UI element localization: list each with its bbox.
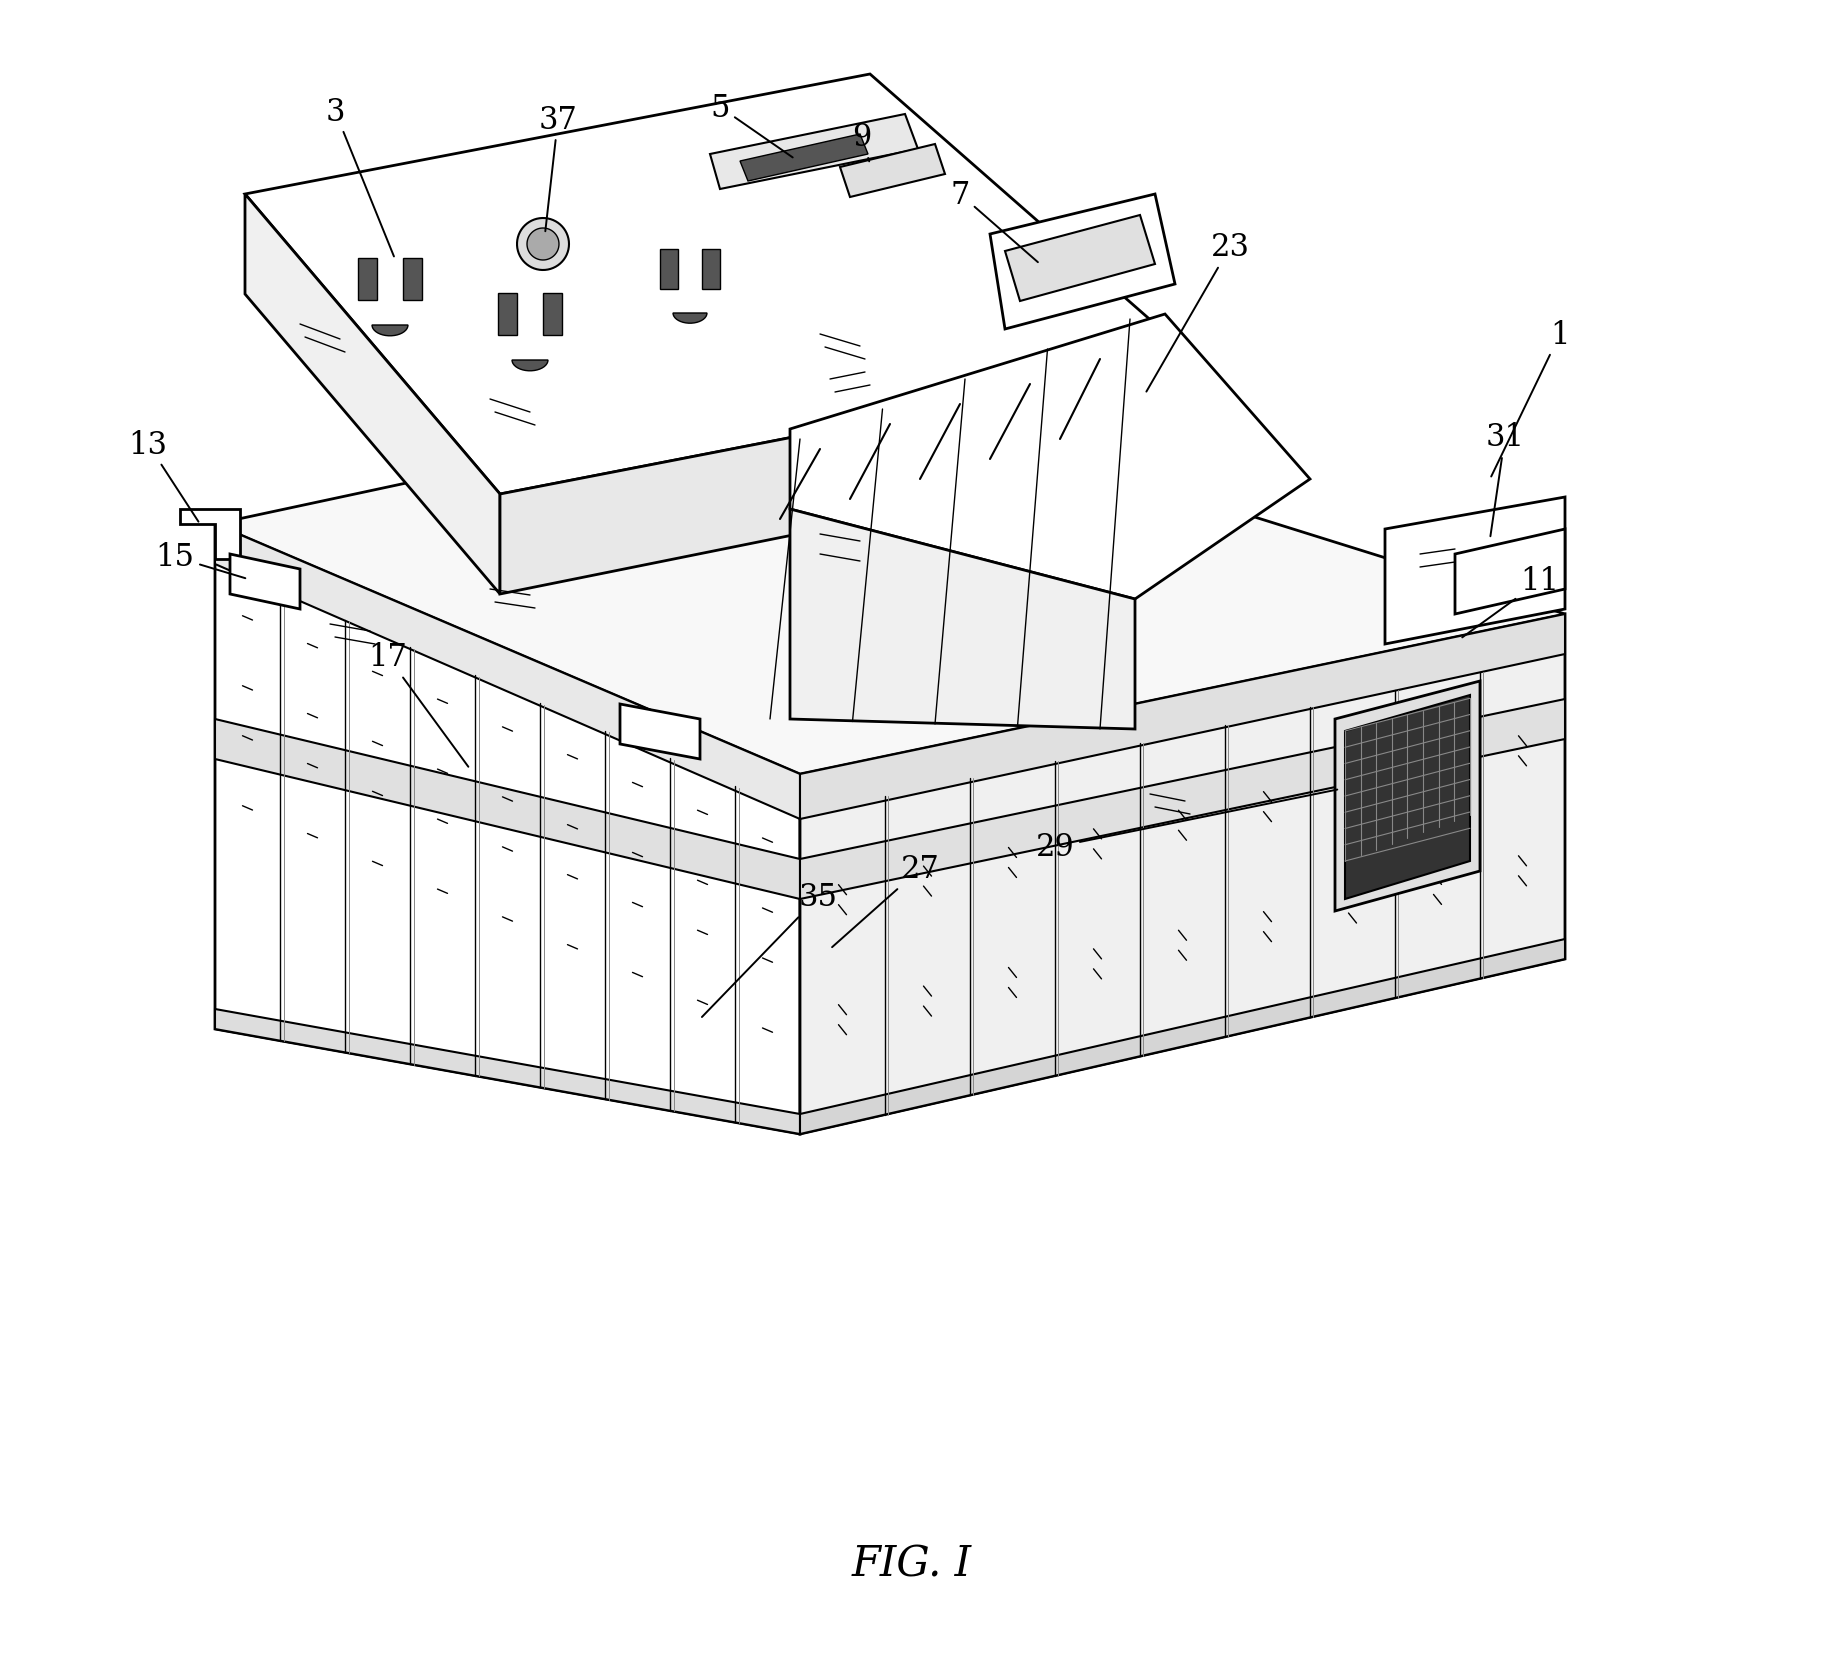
Polygon shape xyxy=(512,361,547,371)
Text: 7: 7 xyxy=(950,179,1037,263)
Polygon shape xyxy=(372,326,408,336)
Polygon shape xyxy=(789,510,1134,730)
Polygon shape xyxy=(244,195,500,594)
Polygon shape xyxy=(660,250,678,290)
Text: 5: 5 xyxy=(709,93,793,159)
Polygon shape xyxy=(673,314,707,324)
Polygon shape xyxy=(800,614,1564,1134)
Polygon shape xyxy=(500,359,1194,594)
Text: 3: 3 xyxy=(324,96,394,257)
Text: 35: 35 xyxy=(702,882,837,1018)
Polygon shape xyxy=(215,720,800,899)
Polygon shape xyxy=(516,218,569,271)
Polygon shape xyxy=(789,314,1309,599)
Polygon shape xyxy=(498,295,516,336)
Polygon shape xyxy=(180,510,241,559)
Text: 17: 17 xyxy=(368,642,469,768)
Polygon shape xyxy=(620,705,700,760)
Text: 37: 37 xyxy=(538,104,578,232)
Polygon shape xyxy=(403,258,421,301)
Text: FIG. I: FIG. I xyxy=(851,1542,972,1585)
Text: 27: 27 xyxy=(831,854,939,948)
Polygon shape xyxy=(840,146,944,199)
Polygon shape xyxy=(800,940,1564,1134)
Polygon shape xyxy=(740,136,868,182)
Polygon shape xyxy=(543,295,561,336)
Text: 29: 29 xyxy=(1035,789,1336,862)
Polygon shape xyxy=(990,195,1174,329)
Polygon shape xyxy=(527,228,558,261)
Polygon shape xyxy=(1004,215,1154,301)
Text: 15: 15 xyxy=(155,543,246,579)
Polygon shape xyxy=(357,258,377,301)
Polygon shape xyxy=(1344,695,1469,899)
Polygon shape xyxy=(230,554,299,609)
Polygon shape xyxy=(1455,530,1564,614)
Text: 31: 31 xyxy=(1484,422,1524,536)
Text: 11: 11 xyxy=(1462,566,1559,637)
Polygon shape xyxy=(702,250,720,290)
Polygon shape xyxy=(800,614,1564,819)
Polygon shape xyxy=(1334,682,1478,912)
Polygon shape xyxy=(709,114,917,190)
Polygon shape xyxy=(244,74,1194,495)
Polygon shape xyxy=(800,700,1564,899)
Polygon shape xyxy=(1384,498,1564,644)
Polygon shape xyxy=(215,391,1564,775)
Text: 13: 13 xyxy=(128,429,199,523)
Polygon shape xyxy=(215,525,800,819)
Text: 23: 23 xyxy=(1147,232,1249,392)
Text: 1: 1 xyxy=(1491,319,1570,477)
Polygon shape xyxy=(215,1010,800,1134)
Text: 9: 9 xyxy=(851,122,871,162)
Polygon shape xyxy=(215,525,800,1134)
